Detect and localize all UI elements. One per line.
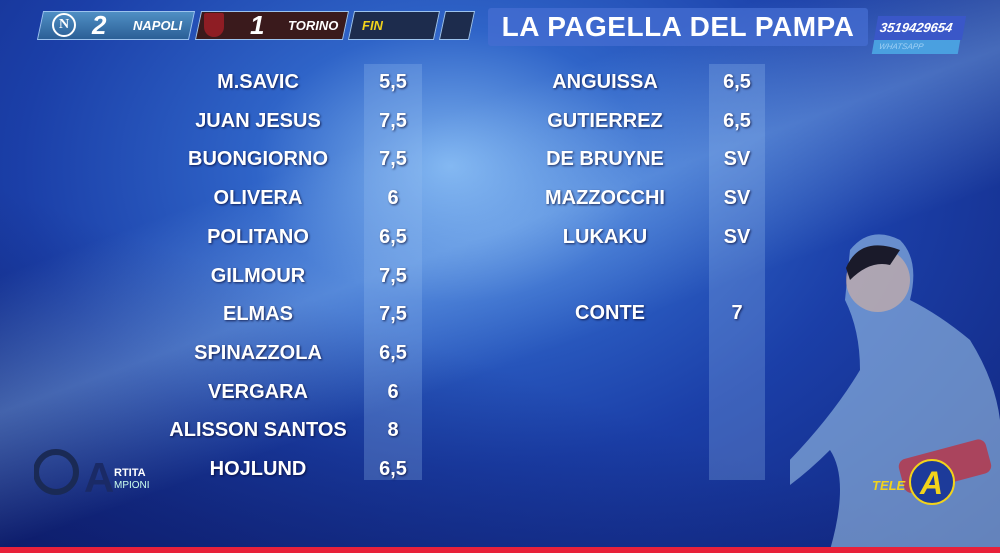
torino-crest-icon bbox=[204, 13, 224, 37]
svg-text:RTITA: RTITA bbox=[114, 467, 146, 479]
player-name: MAZZOCCHI bbox=[545, 187, 665, 210]
left-score-column bbox=[364, 64, 422, 480]
player-name: JUAN JESUS bbox=[195, 109, 321, 132]
svg-text:TELE: TELE bbox=[872, 478, 906, 493]
player-name: BUONGIORNO bbox=[188, 148, 328, 171]
channel-logo: TELE A bbox=[870, 458, 960, 508]
player-score: SV bbox=[723, 225, 751, 248]
whatsapp-number: 3519429654 bbox=[873, 16, 967, 40]
player-score: 6 bbox=[387, 187, 399, 210]
coach-score: 7 bbox=[731, 302, 743, 324]
player-score: 7,5 bbox=[379, 148, 407, 171]
home-team: NAPOLI bbox=[133, 18, 183, 33]
player-name: SPINAZZOLA bbox=[194, 341, 322, 364]
bottom-accent-line bbox=[0, 547, 1000, 553]
player-name: GILMOUR bbox=[210, 264, 306, 287]
player-name: VERGARA bbox=[207, 380, 308, 403]
whatsapp-label: WHATSAPP bbox=[871, 40, 961, 54]
away-team: TORINO bbox=[288, 18, 339, 33]
player-score: 7,5 bbox=[379, 303, 407, 326]
extra-panel bbox=[438, 11, 476, 40]
player-score: SV bbox=[723, 187, 751, 210]
away-score: 1 bbox=[250, 10, 265, 40]
player-name: HOJLUND bbox=[209, 458, 307, 480]
player-name: ALISSON SANTOS bbox=[169, 419, 347, 442]
player-score: 6,5 bbox=[379, 458, 407, 480]
svg-text:A: A bbox=[84, 454, 114, 496]
player-name: DE BRUYNE bbox=[546, 148, 664, 171]
right-score-column bbox=[709, 64, 765, 480]
player-score: 6,5 bbox=[723, 109, 751, 132]
player-score: 6,5 bbox=[379, 341, 407, 364]
player-name: LUKAKU bbox=[562, 225, 648, 248]
player-name: GUTIERREZ bbox=[547, 109, 663, 132]
player-score: 6,5 bbox=[723, 71, 751, 93]
player-score: 8 bbox=[387, 419, 399, 442]
page-title: LA PAGELLA DEL PAMPA bbox=[488, 8, 868, 46]
player-score: 6,5 bbox=[379, 225, 407, 248]
napoli-crest-icon: N bbox=[52, 13, 76, 37]
player-name: ANGUISSA bbox=[552, 71, 658, 93]
player-name: OLIVERA bbox=[213, 187, 303, 210]
player-score: 7,5 bbox=[379, 264, 407, 287]
svg-text:MPIONI: MPIONI bbox=[114, 480, 150, 491]
match-status: FIN bbox=[362, 18, 383, 33]
player-score: SV bbox=[723, 148, 751, 171]
player-name: M.SAVIC bbox=[217, 71, 299, 93]
player-score: 7,5 bbox=[379, 109, 407, 132]
player-score: 6 bbox=[387, 380, 399, 403]
home-score: 2 bbox=[92, 10, 107, 40]
coach-name: CONTE bbox=[575, 302, 645, 324]
player-name: POLITANO bbox=[207, 225, 309, 248]
player-score: 5,5 bbox=[379, 71, 407, 93]
player-name: ELMAS bbox=[223, 303, 293, 326]
program-logo: A RTITA MPIONI bbox=[33, 446, 164, 501]
svg-text:A: A bbox=[919, 465, 943, 501]
